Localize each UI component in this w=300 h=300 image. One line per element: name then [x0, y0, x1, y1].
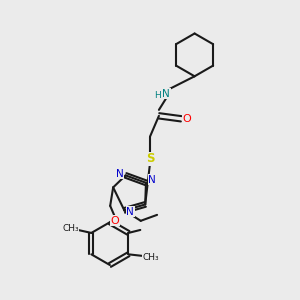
Text: H: H [154, 91, 161, 100]
Text: O: O [183, 114, 191, 124]
Text: O: O [110, 216, 119, 226]
Text: CH₃: CH₃ [142, 253, 159, 262]
Text: CH₃: CH₃ [62, 224, 79, 233]
Text: N: N [126, 207, 134, 217]
Text: S: S [146, 152, 154, 165]
Text: N: N [148, 175, 156, 185]
Text: N: N [163, 88, 170, 98]
Text: N: N [116, 169, 124, 179]
